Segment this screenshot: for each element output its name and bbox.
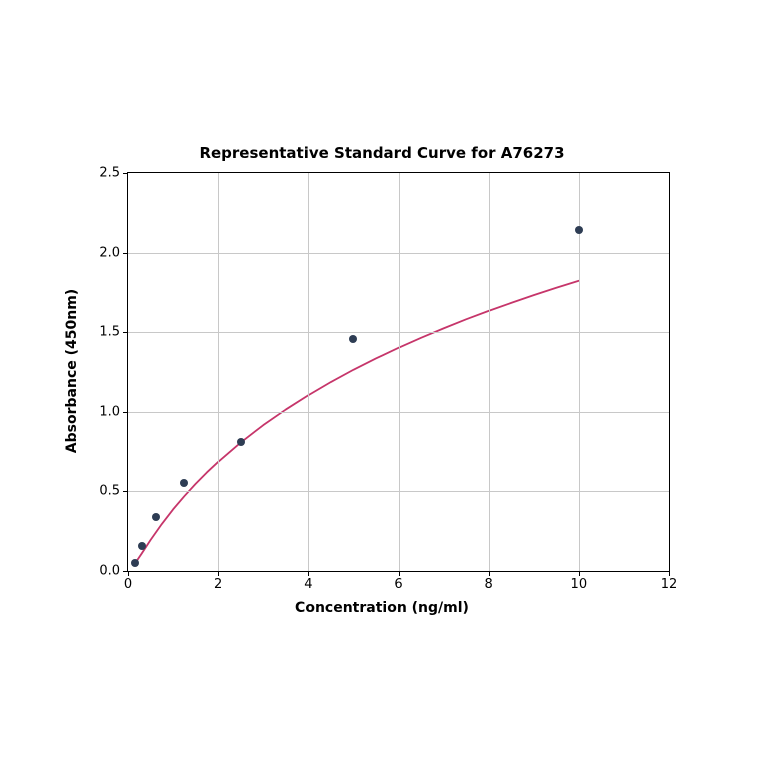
x-tick-label: 10: [571, 577, 588, 592]
data-point: [237, 438, 245, 446]
x-tick: [669, 571, 670, 576]
data-point: [575, 226, 583, 234]
y-tick: [123, 412, 128, 413]
y-tick-label: 2.0: [99, 245, 120, 260]
data-point: [138, 542, 146, 550]
grid-line-h: [128, 412, 669, 413]
grid-line-v: [218, 173, 219, 571]
x-tick: [489, 571, 490, 576]
grid-line-v: [489, 173, 490, 571]
grid-line-v: [399, 173, 400, 571]
chart-title: Representative Standard Curve for A76273: [199, 144, 564, 162]
y-tick-label: 1.0: [99, 404, 120, 419]
grid-line-h: [128, 253, 669, 254]
plot-area: 0246810120.00.51.01.52.02.5: [127, 172, 670, 572]
x-tick: [308, 571, 309, 576]
y-tick: [123, 571, 128, 572]
data-point: [131, 559, 139, 567]
y-tick: [123, 491, 128, 492]
x-tick-label: 6: [394, 577, 402, 592]
x-tick-label: 0: [124, 577, 132, 592]
grid-line-h: [128, 332, 669, 333]
x-tick: [128, 571, 129, 576]
y-tick: [123, 332, 128, 333]
y-tick: [123, 173, 128, 174]
x-tick-label: 12: [661, 577, 678, 592]
x-tick-label: 4: [304, 577, 312, 592]
chart-canvas: 0246810120.00.51.01.52.02.5 Representati…: [0, 0, 764, 764]
data-point: [152, 513, 160, 521]
x-tick: [218, 571, 219, 576]
x-tick-label: 8: [485, 577, 493, 592]
y-tick-label: 1.5: [99, 325, 120, 340]
x-tick: [579, 571, 580, 576]
y-axis-label: Absorbance (450nm): [64, 289, 80, 453]
grid-line-v: [308, 173, 309, 571]
y-tick-label: 2.5: [99, 166, 120, 181]
y-tick: [123, 253, 128, 254]
data-point: [349, 335, 357, 343]
y-tick-label: 0.0: [99, 564, 120, 579]
x-tick-label: 2: [214, 577, 222, 592]
x-axis-label: Concentration (ng/ml): [295, 600, 469, 616]
x-tick: [399, 571, 400, 576]
data-point: [180, 479, 188, 487]
y-tick-label: 0.5: [99, 484, 120, 499]
grid-line-h: [128, 491, 669, 492]
